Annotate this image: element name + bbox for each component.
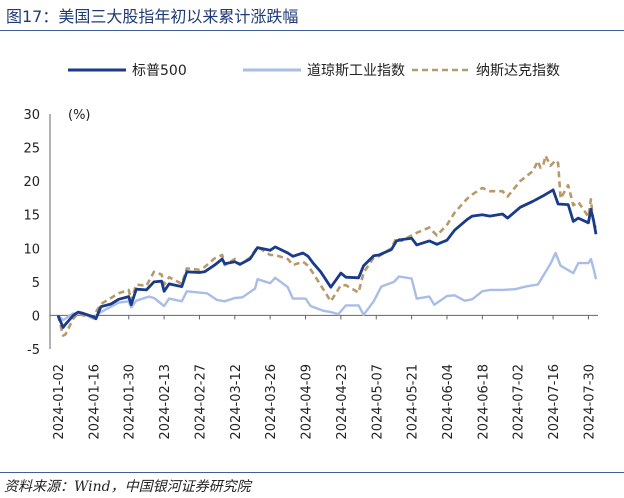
x-tick-label: 2024-07-02 bbox=[512, 364, 527, 440]
x-tick-label: 2024-01-30 bbox=[123, 364, 138, 440]
series-layer bbox=[56, 154, 598, 337]
legend-label: 道琼斯工业指数 bbox=[307, 63, 405, 79]
series-line-sp500 bbox=[56, 188, 598, 329]
y-tick-label: 30 bbox=[23, 108, 40, 123]
legend-label: 纳斯达克指数 bbox=[476, 63, 560, 79]
x-tick-label: 2024-07-16 bbox=[547, 364, 562, 440]
y-tick-label: -5 bbox=[27, 343, 40, 358]
x-tick-label: 2024-06-18 bbox=[476, 364, 491, 440]
series-line-nasdaq bbox=[56, 154, 598, 337]
x-axis: 2024-01-02 2024-01-16 2024-01-30 2024-02-13… bbox=[50, 314, 598, 440]
y-tick-label: 10 bbox=[23, 242, 40, 257]
x-tick-label: 2024-07-30 bbox=[582, 364, 597, 440]
x-tick-label: 2024-02-27 bbox=[193, 364, 208, 440]
x-tick-label: 2024-03-12 bbox=[229, 364, 244, 440]
x-tick-label: 2024-01-02 bbox=[52, 364, 67, 440]
source-note: 资料来源：Wind，中国银河证券研究院 bbox=[4, 479, 251, 495]
y-axis-unit: (%) bbox=[68, 108, 91, 123]
x-tick-label: 2024-05-21 bbox=[406, 364, 421, 440]
title-divider bbox=[0, 30, 624, 31]
y-tick-label: 0 bbox=[32, 309, 40, 324]
legend-label: 标普500 bbox=[132, 63, 187, 79]
y-axis: -5 0 5 10 15 20 25 30 (%) bbox=[23, 108, 90, 358]
x-tick-label: 2024-04-09 bbox=[300, 364, 315, 440]
x-tick-label: 2024-02-13 bbox=[158, 364, 173, 440]
x-tick-label: 2024-03-26 bbox=[264, 364, 279, 440]
y-tick-label: 5 bbox=[32, 276, 40, 291]
y-tick-label: 25 bbox=[23, 142, 40, 157]
x-tick-label: 2024-04-23 bbox=[335, 364, 350, 440]
legend: 标普500 道琼斯工业指数 纳斯达克指数 bbox=[68, 63, 560, 79]
x-tick-label: 2024-06-04 bbox=[441, 364, 456, 440]
source-divider bbox=[0, 472, 624, 473]
series-line-dow bbox=[57, 251, 598, 322]
line-chart: 标普500 道琼斯工业指数 纳斯达克指数 -5 0 5 10 15 20 25 30 (%) 202… bbox=[23, 63, 598, 440]
x-tick-label: 2024-05-07 bbox=[370, 364, 385, 440]
chart-title: 图17：美国三大股指年初以来累计涨跌幅 bbox=[6, 7, 299, 26]
x-tick-label: 2024-01-16 bbox=[87, 364, 102, 440]
y-tick-label: 15 bbox=[23, 209, 40, 224]
y-tick-label: 20 bbox=[23, 175, 40, 190]
